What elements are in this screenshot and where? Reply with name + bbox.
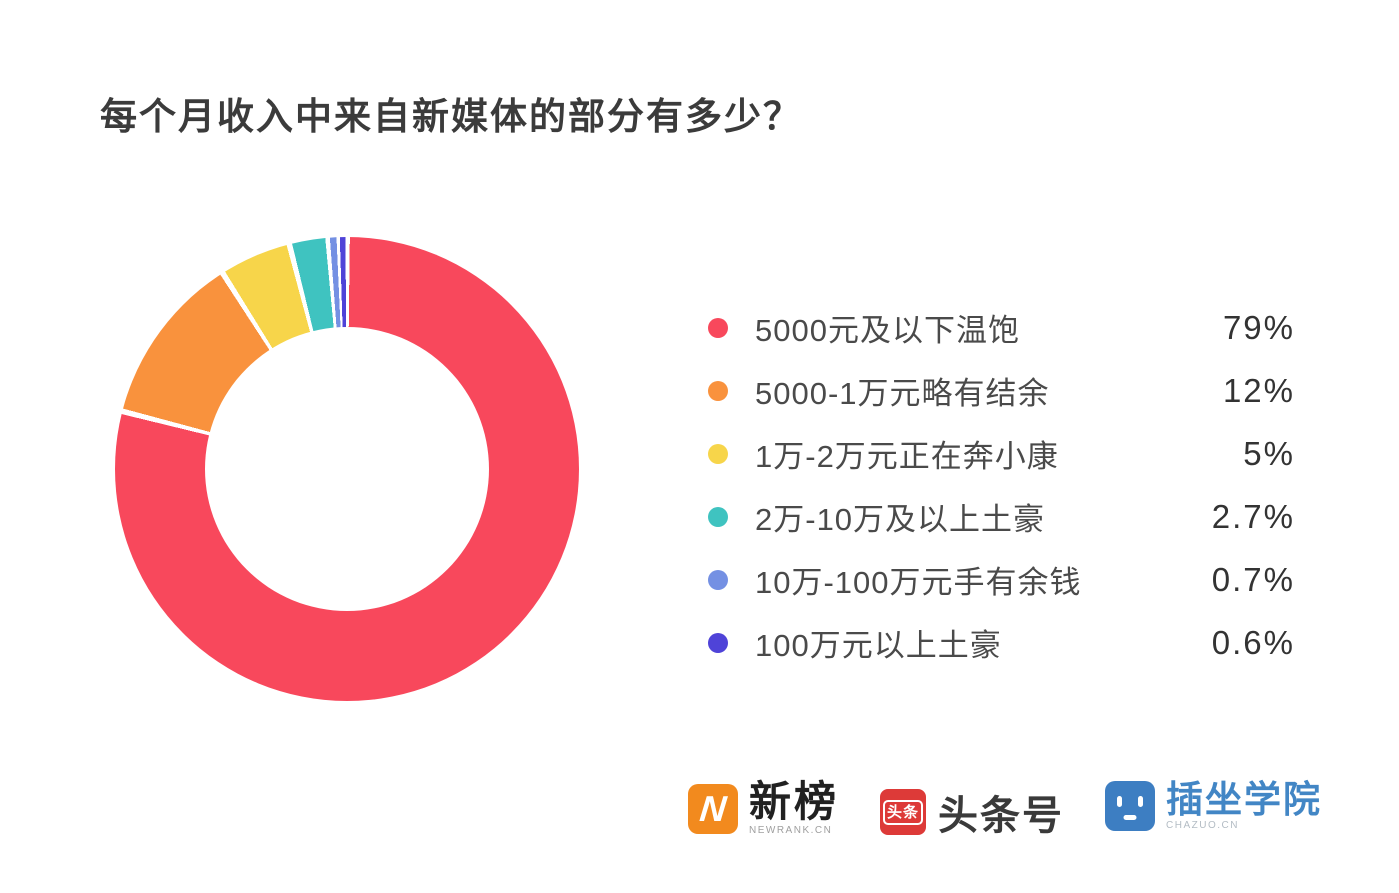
legend-value: 2.7%	[1211, 497, 1295, 535]
legend-row: 100万元以上土豪 0.6%	[708, 611, 1295, 674]
newrank-domain: NEWRANK.CN	[749, 825, 833, 836]
chazuo-text: 插坐学院 CHAZUO.CN	[1166, 781, 1322, 831]
legend-dot-icon	[708, 380, 728, 401]
legend-label: 5000-1万元略有结余	[755, 376, 1050, 411]
legend-dot-icon	[708, 443, 728, 464]
legend-label: 10万-100万元手有余钱	[755, 565, 1082, 600]
newrank-n-glyph: N	[697, 787, 729, 829]
donut-hole	[205, 327, 489, 611]
legend-row: 10万-100万元手有余钱 0.7%	[708, 548, 1295, 611]
legend-row: 5000元及以下温饱 79%	[708, 296, 1295, 359]
legend-value: 0.7%	[1211, 560, 1295, 598]
legend-row: 5000-1万元略有结余 12%	[708, 359, 1295, 422]
legend-dot-icon	[708, 632, 728, 653]
legend-label: 1万-2万元正在奔小康	[755, 439, 1059, 474]
footer-brands: N 新榜 NEWRANK.CN 头条 头条号 插坐学院 CHAZUO.CN	[0, 775, 1399, 855]
donut-chart	[115, 237, 579, 701]
legend-dot-icon	[708, 317, 728, 338]
legend-label: 100万元以上土豪	[755, 628, 1002, 663]
legend-dot-icon	[708, 569, 728, 590]
toutiao-name: 头条号	[938, 794, 1064, 838]
chazuo-domain: CHAZUO.CN	[1166, 820, 1239, 831]
chazuo-eye-icon	[1117, 796, 1122, 807]
legend-value: 5%	[1243, 434, 1295, 472]
legend-dot-icon	[708, 506, 728, 527]
legend-value: 0.6%	[1211, 623, 1295, 661]
brand-toutiao: 头条 头条号	[880, 783, 1064, 841]
chazuo-name: 插坐学院	[1166, 779, 1322, 820]
legend-row: 2万-10万及以上土豪 2.7%	[708, 485, 1295, 548]
brand-newrank: N 新榜 NEWRANK.CN	[688, 781, 839, 836]
legend: 5000元及以下温饱 79% 5000-1万元略有结余 12% 1万-2万元正在…	[708, 296, 1295, 674]
legend-label: 5000元及以下温饱	[755, 313, 1020, 348]
chazuo-face-icon	[1105, 781, 1155, 831]
toutiao-icon: 头条	[880, 789, 926, 835]
legend-row: 1万-2万元正在奔小康 5%	[708, 422, 1295, 485]
chazuo-eye-icon	[1138, 796, 1143, 807]
toutiao-icon-text: 头条	[882, 799, 923, 825]
chart-title: 每个月收入中来自新媒体的部分有多少？	[100, 96, 802, 137]
legend-label: 2万-10万及以上土豪	[755, 502, 1046, 537]
legend-value: 79%	[1222, 308, 1295, 346]
newrank-text: 新榜 NEWRANK.CN	[749, 778, 840, 837]
chazuo-mouth-icon	[1123, 815, 1137, 820]
newrank-name: 新榜	[749, 778, 840, 825]
legend-value: 12%	[1222, 371, 1295, 409]
newrank-lightning-icon: N	[688, 783, 738, 834]
brand-chazuo: 插坐学院 CHAZUO.CN	[1105, 781, 1322, 831]
